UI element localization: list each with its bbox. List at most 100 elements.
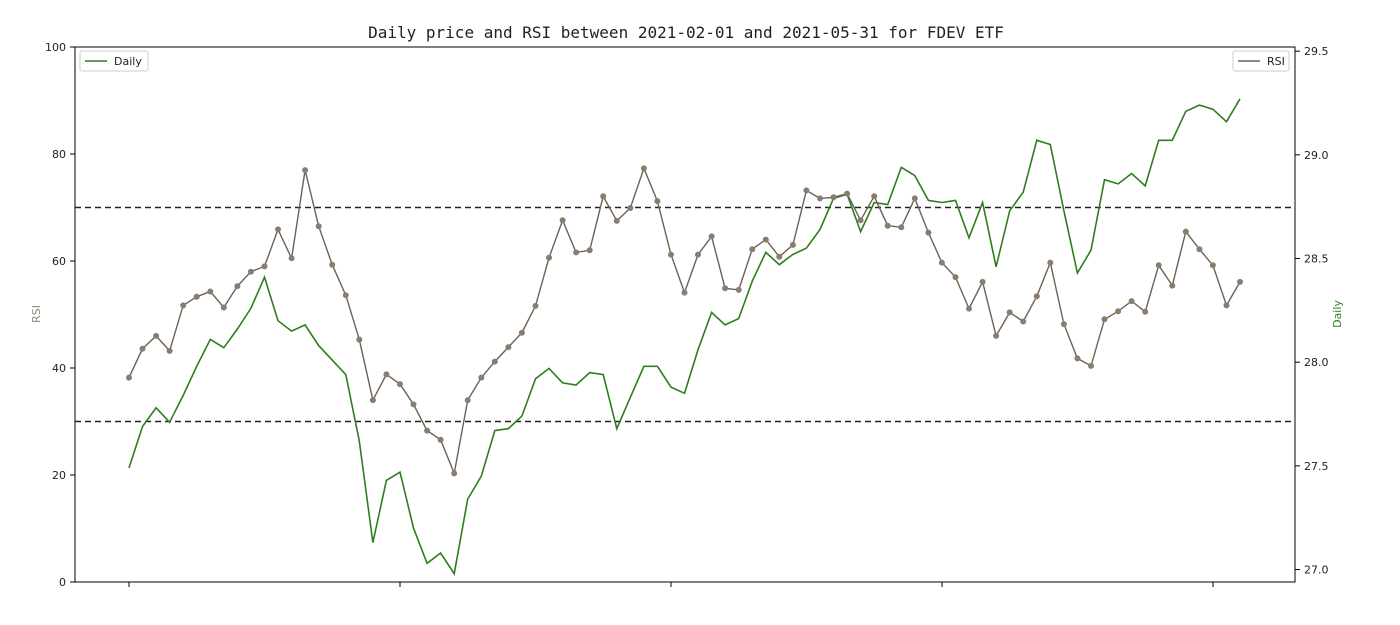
- rsi-point: [1047, 259, 1054, 266]
- rsi-point: [749, 246, 756, 253]
- rsi-point: [762, 236, 769, 243]
- rsi-point: [776, 253, 783, 260]
- rsi-point: [830, 194, 837, 201]
- left-axis-tick-label: 20: [52, 469, 66, 482]
- rsi-point: [193, 293, 200, 300]
- rsi-point: [1033, 293, 1040, 300]
- rsi-point: [1196, 246, 1203, 253]
- plot-frame: [74, 46, 1296, 583]
- rsi-point: [410, 401, 417, 408]
- rsi-point: [478, 374, 485, 381]
- rsi-point: [573, 249, 580, 256]
- rsi-point: [559, 217, 566, 224]
- left-axis-tick-label: 80: [52, 148, 66, 161]
- rsi-point: [302, 167, 309, 174]
- rsi-point: [356, 336, 363, 343]
- rsi-point: [668, 251, 674, 258]
- rsi-point: [153, 332, 160, 339]
- rsi-point: [640, 165, 647, 172]
- rsi-point: [979, 278, 986, 285]
- rsi-point: [613, 217, 620, 224]
- rsi-point: [735, 286, 742, 293]
- rsi-point: [1060, 321, 1067, 328]
- rsi-point: [1006, 309, 1013, 316]
- rsi-point: [234, 283, 241, 290]
- right-axis-tick-label: 27.0: [1304, 564, 1329, 577]
- rsi-point: [1020, 318, 1027, 325]
- rsi-point: [207, 288, 214, 295]
- rsi-point: [654, 198, 661, 205]
- left-axis-tick-label: 40: [52, 362, 66, 375]
- rsi-point: [844, 190, 851, 197]
- rsi-point: [600, 193, 607, 200]
- legend-left-label: Daily: [114, 55, 142, 68]
- rsi-point: [315, 223, 322, 230]
- rsi-point: [857, 217, 864, 224]
- rsi-point: [817, 195, 823, 202]
- right-axis-tick-label: 28.5: [1304, 253, 1329, 266]
- right-axis-tick-label: 29.0: [1304, 149, 1329, 162]
- rsi-point: [789, 241, 796, 248]
- rsi-point: [1088, 362, 1094, 369]
- rsi-point: [491, 358, 498, 365]
- rsi-point: [247, 268, 254, 275]
- rsi-point: [1169, 282, 1176, 289]
- right-axis-tick-label: 27.5: [1304, 460, 1329, 473]
- rsi-point: [139, 345, 146, 352]
- rsi-point: [464, 397, 471, 404]
- rsi-point: [1223, 302, 1230, 309]
- left-axis-tick-label: 0: [59, 576, 66, 589]
- rsi-point: [1101, 316, 1108, 323]
- rsi-point: [451, 470, 458, 477]
- rsi-point: [681, 289, 688, 296]
- right-axis-label: Daily: [1331, 300, 1344, 328]
- rsi-point: [397, 381, 403, 388]
- rsi-point: [1115, 308, 1122, 315]
- rsi-point: [911, 195, 918, 202]
- rsi-point: [166, 347, 173, 354]
- rsi-point: [369, 397, 376, 404]
- rsi-point: [1074, 355, 1081, 362]
- rsi-point: [1182, 228, 1189, 235]
- rsi-point: [383, 371, 390, 378]
- rsi-point: [437, 436, 444, 443]
- rsi-point: [126, 374, 132, 381]
- rsi-point: [180, 302, 187, 309]
- rsi-point: [708, 233, 715, 240]
- chart-title: Daily price and RSI between 2021-02-01 a…: [368, 23, 1004, 42]
- rsi-point: [1142, 308, 1149, 315]
- rsi-point: [1155, 262, 1162, 269]
- rsi-point: [695, 251, 701, 258]
- rsi-point: [505, 344, 512, 351]
- right-axis-tick-label: 29.5: [1304, 45, 1329, 58]
- left-axis-tick-label: 100: [45, 41, 66, 54]
- rsi-point: [342, 292, 349, 299]
- rsi-point: [329, 261, 336, 268]
- rsi-point: [275, 226, 281, 233]
- rsi-point: [220, 304, 227, 311]
- rsi-point: [627, 205, 634, 211]
- rsi-point: [871, 193, 878, 200]
- rsi-point: [261, 263, 268, 270]
- rsi-point: [532, 302, 539, 309]
- rsi-point: [966, 305, 972, 312]
- rsi-point: [586, 247, 593, 254]
- legend-right-box: [1232, 50, 1290, 72]
- rsi-point: [1237, 278, 1243, 285]
- rsi-point: [925, 229, 932, 236]
- rsi-point: [884, 222, 891, 229]
- rsi-point: [546, 254, 552, 261]
- rsi-point: [938, 259, 945, 266]
- rsi-point: [1128, 298, 1135, 305]
- rsi-point: [424, 427, 431, 434]
- left-axis-label: RSI: [30, 305, 43, 323]
- daily-series-line: [128, 98, 1241, 576]
- legend-right-label: RSI: [1267, 55, 1285, 68]
- rsi-point: [1209, 262, 1216, 269]
- rsi-point: [288, 255, 295, 262]
- left-axis-tick-label: 60: [52, 255, 66, 268]
- rsi-point: [898, 224, 905, 231]
- legend-left-box: [79, 50, 149, 72]
